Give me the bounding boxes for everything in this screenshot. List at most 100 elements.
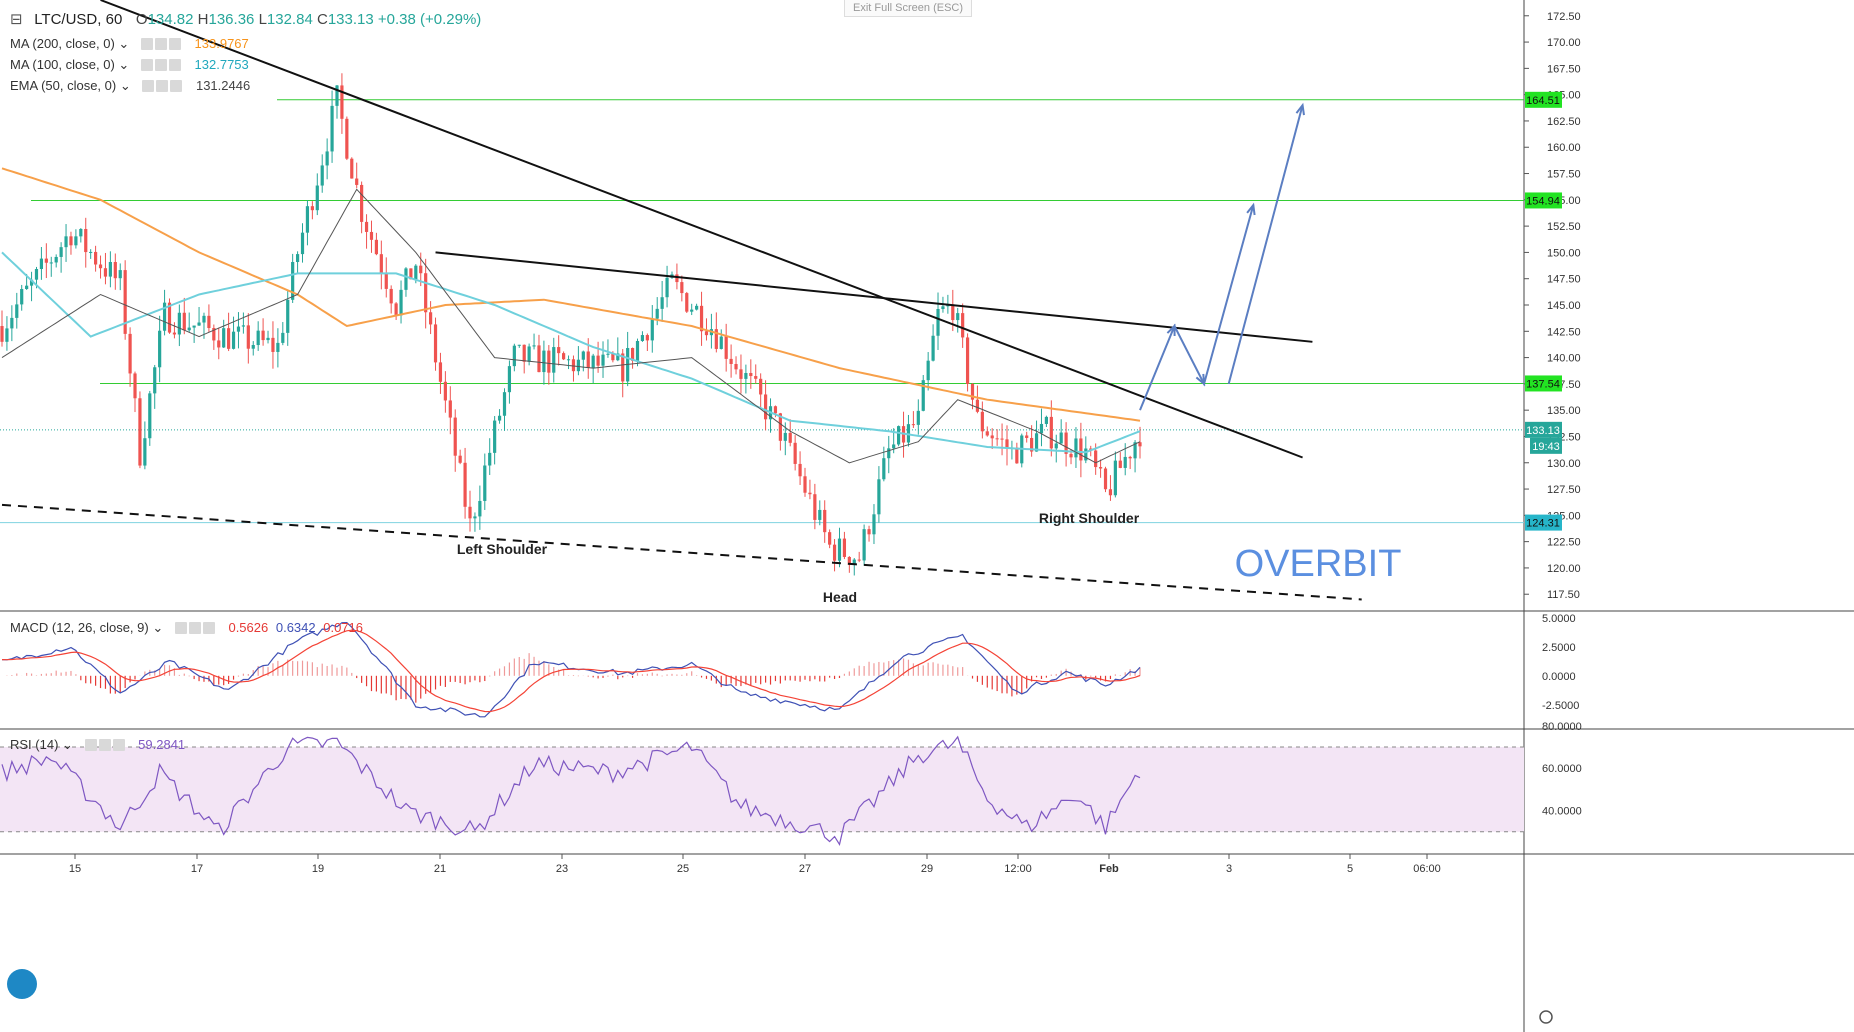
price-tick-label: 167.50 <box>1547 63 1581 75</box>
candle-body <box>20 288 24 305</box>
ma200-controls[interactable] <box>140 36 183 51</box>
candle-body <box>54 256 58 263</box>
symbol-name[interactable]: LTC/USD, 60 <box>34 11 123 28</box>
macd-label: MACD (12, 26, close, 9) <box>10 620 149 635</box>
candle-body <box>665 277 669 298</box>
candle-body <box>463 462 467 507</box>
candle-body <box>1074 438 1078 458</box>
candle-body <box>818 509 822 520</box>
candle-body <box>335 85 339 106</box>
candle-body <box>143 438 147 466</box>
arrowhead-up <box>1246 202 1256 216</box>
candle-body <box>763 394 768 420</box>
candle-body <box>744 372 748 379</box>
candle-body <box>74 236 78 246</box>
ema50-legend[interactable]: EMA (50, close, 0) ⌄ 131.2446 <box>10 78 251 93</box>
price-tick-label: 135.00 <box>1547 405 1581 417</box>
candle-body <box>374 239 379 255</box>
ma100-controls[interactable] <box>140 57 183 72</box>
candle-body <box>443 381 447 401</box>
arrowhead-up <box>1166 323 1176 337</box>
projection-arrow-path <box>1139 204 1255 411</box>
rsi-tick-label: 60.0000 <box>1542 763 1582 775</box>
candle-body <box>0 326 4 342</box>
time-tick-label: 19 <box>312 863 324 875</box>
candle-body <box>158 330 162 368</box>
candle-body <box>448 400 452 418</box>
candle-body <box>1103 468 1108 490</box>
candle-body <box>995 438 999 440</box>
candle-body <box>118 270 122 279</box>
macd-hist-value: 0.5626 <box>228 620 269 635</box>
ema50-value: 131.2446 <box>195 78 251 93</box>
candle-body <box>44 258 48 263</box>
candle-body <box>1094 450 1098 468</box>
candle-body <box>187 327 191 331</box>
tradingview-logo-icon[interactable] <box>7 969 37 999</box>
macd-legend[interactable]: MACD (12, 26, close, 9) ⌄ 0.5626 0.6342 … <box>10 620 364 635</box>
time-tick-label: Feb <box>1099 863 1119 875</box>
candle-body <box>438 362 443 382</box>
candle-body <box>813 494 817 520</box>
candle-body <box>739 369 743 379</box>
candle-body <box>788 432 792 443</box>
candle-body <box>941 306 945 310</box>
ema50-controls[interactable] <box>142 78 184 93</box>
candle-body <box>276 342 280 352</box>
ma100-legend[interactable]: MA (100, close, 0) ⌄ 132.7753 <box>10 57 249 72</box>
candle-body <box>532 345 536 347</box>
candle-body <box>749 372 753 377</box>
level-price-tag <box>1525 91 1562 108</box>
candle-body <box>1015 447 1019 464</box>
candle-body <box>108 261 112 277</box>
candle-body <box>310 206 314 211</box>
candle-body <box>1034 433 1039 452</box>
rsi-legend[interactable]: RSI (14) ⌄ 59.2841 <box>10 737 186 752</box>
exit-fullscreen-button[interactable]: Exit Full Screen (ESC) <box>844 0 973 17</box>
level-price-label: 164.51 <box>1526 95 1560 107</box>
candle-body <box>1079 438 1083 461</box>
candle-body <box>350 158 354 179</box>
high-value: 136.36 <box>208 11 255 28</box>
time-tick-label: 15 <box>69 863 81 875</box>
candle-body <box>680 282 684 294</box>
candle-body <box>167 302 172 333</box>
candle-body <box>414 265 418 280</box>
candle-body <box>182 312 186 331</box>
level-price-label: 154.94 <box>1526 195 1560 207</box>
candle-body <box>192 325 196 328</box>
candle-body <box>1025 435 1029 438</box>
candle-body <box>404 268 408 290</box>
candle-body <box>360 184 364 222</box>
candle-body <box>571 359 576 372</box>
collapse-icon[interactable]: ⊟ <box>10 11 23 28</box>
candle-body <box>1064 432 1068 454</box>
ma200-legend[interactable]: MA (200, close, 0) ⌄ 133.9767 <box>10 36 249 51</box>
candle-body <box>345 118 349 159</box>
settings-gear-icon[interactable] <box>1539 1010 1553 1024</box>
candle-body <box>389 288 393 304</box>
candle-body <box>419 265 423 274</box>
price-tick-label: 170.00 <box>1547 37 1581 49</box>
candle-body <box>956 313 960 321</box>
macd-controls[interactable] <box>174 620 217 635</box>
candle-body <box>340 85 344 119</box>
level-price-label: 137.54 <box>1526 378 1560 390</box>
candle-body <box>128 333 132 374</box>
candle-body <box>1113 460 1117 496</box>
macd-tick-label: -2.5000 <box>1542 700 1579 712</box>
candle-body <box>862 529 866 561</box>
candle-body <box>773 406 778 414</box>
candle-body <box>803 476 807 493</box>
candle-body <box>581 351 585 360</box>
price-tick-label: 122.50 <box>1547 537 1581 549</box>
rsi-controls[interactable] <box>84 737 127 752</box>
candle-body <box>906 424 911 443</box>
candle-body <box>566 359 571 361</box>
price-tick-label: 117.50 <box>1547 589 1580 601</box>
candle-body <box>364 221 369 232</box>
candle-body <box>197 322 201 326</box>
macd-tick-label: 0.0000 <box>1542 671 1576 683</box>
candle-body <box>695 305 699 310</box>
